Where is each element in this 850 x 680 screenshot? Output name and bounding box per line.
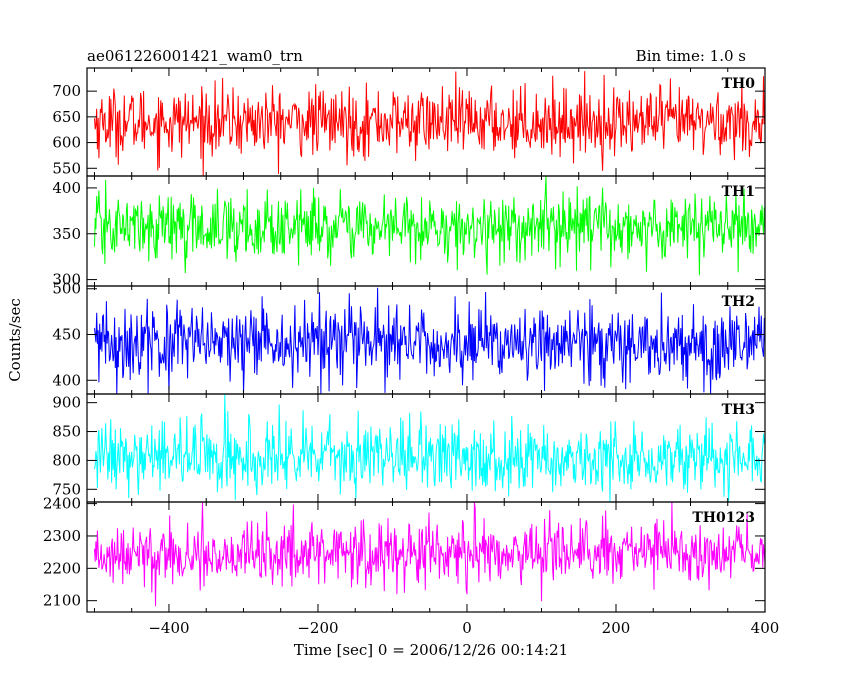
y-tick-label: 2100 (43, 592, 81, 610)
y-tick-label: 500 (52, 280, 81, 298)
x-tick-label: 400 (751, 619, 780, 637)
y-tick-label: 300 (52, 271, 81, 289)
y-tick-label: 400 (52, 179, 81, 197)
x-tick-label: 0 (462, 619, 472, 637)
series-line-th2 (94, 287, 766, 395)
x-tick-label: −200 (297, 619, 338, 637)
series-label: TH2 (722, 294, 755, 310)
series-label: TH0 (722, 76, 756, 92)
y-tick-label: 450 (52, 326, 81, 344)
series-line-th0123 (94, 501, 766, 607)
y-tick-label: 2300 (43, 527, 81, 545)
series-line-th0 (94, 71, 766, 177)
y-tick-label: 800 (52, 451, 81, 469)
panel-th0: 550 600 650 700 TH0 (52, 67, 766, 177)
y-axis-label: Counts/sec (6, 298, 24, 382)
x-axis-label: Time [sec] 0 = 2006/12/26 00:14:21 (294, 641, 568, 659)
y-tick-label: 2400 (43, 495, 81, 513)
y-tick-label: 700 (52, 82, 81, 100)
panel-th1: 300 350 400 TH1 (52, 175, 766, 289)
panel-th0123: 2100 2200 2300 2400 TH0123 (43, 495, 766, 613)
x-axis: −400 −200 0 200 400 (93, 68, 780, 637)
panel-th2: 400 450 500 TH2 (52, 280, 766, 395)
chart-title: ae061226001421_wam0_trn (87, 47, 303, 65)
series-label: TH1 (722, 184, 755, 200)
bin-time-label: Bin time: 1.0 s (636, 47, 746, 65)
series-line-th1 (94, 175, 766, 276)
y-tick-label: 400 (52, 371, 81, 389)
y-tick-label: 900 (52, 394, 81, 412)
y-tick-label: 600 (52, 134, 81, 152)
panels: 550 600 650 700 TH0 300 350 400 TH1 400 450 500 TH2 7… (43, 67, 766, 613)
x-tick-label: 200 (602, 619, 631, 637)
panel-th3: 750 800 850 900 TH3 (52, 393, 766, 503)
y-tick-label: 2200 (43, 559, 81, 577)
y-tick-label: 550 (52, 159, 81, 177)
series-label: TH3 (722, 402, 755, 418)
panel-frame (86, 501, 766, 613)
y-tick-label: 350 (52, 225, 81, 243)
y-tick-label: 650 (52, 108, 81, 126)
y-tick-label: 750 (52, 480, 81, 498)
x-tick-label: −400 (148, 619, 189, 637)
series-label: TH0123 (692, 510, 755, 526)
y-tick-label: 850 (52, 423, 81, 441)
series-line-th3 (94, 394, 766, 503)
